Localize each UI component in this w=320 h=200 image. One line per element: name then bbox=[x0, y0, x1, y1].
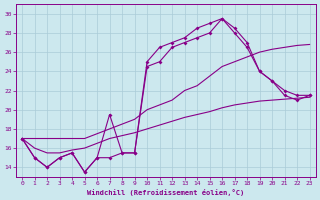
X-axis label: Windchill (Refroidissement éolien,°C): Windchill (Refroidissement éolien,°C) bbox=[87, 189, 244, 196]
